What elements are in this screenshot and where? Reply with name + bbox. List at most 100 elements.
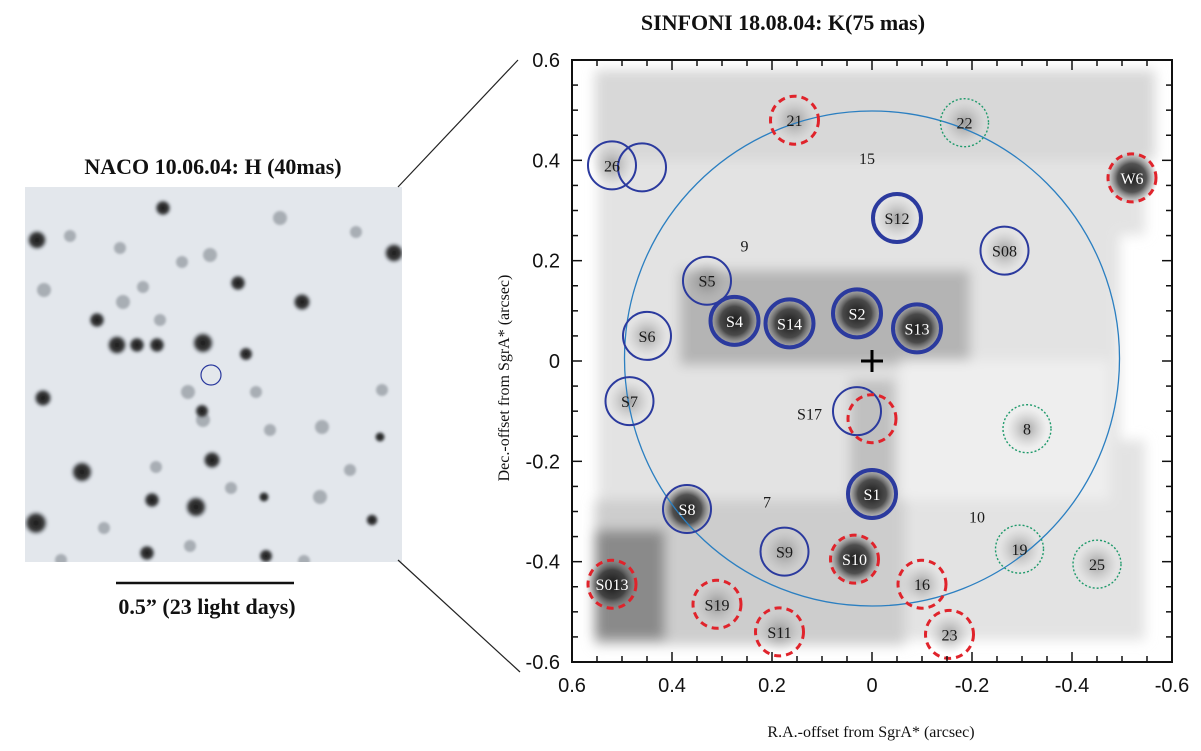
sinfoni-title: SINFONI 18.08.04: K(75 mas) xyxy=(641,10,925,35)
y-axis-label: Dec.-offset from SgrA* (arcsec) xyxy=(496,275,513,482)
source-label-s08: S08 xyxy=(992,244,1017,261)
source-blob-19 xyxy=(999,529,1040,570)
source-circle-s9 xyxy=(759,526,810,577)
source-blob-21 xyxy=(774,100,815,141)
zoom-line-bottom xyxy=(397,559,521,673)
naco-star xyxy=(154,199,172,217)
naco-star xyxy=(26,229,48,251)
source-circle-s1 xyxy=(846,467,898,520)
x-tick-label: -0.2 xyxy=(955,675,989,697)
source-circle-s10 xyxy=(829,533,880,585)
naco-faint-star xyxy=(298,555,310,562)
source-circle-16 xyxy=(896,558,948,610)
y-tick-label: -0.6 xyxy=(526,652,560,674)
source-circle-s11 xyxy=(754,606,805,658)
naco-faint-star xyxy=(114,242,126,254)
source-blob-s013 xyxy=(586,558,638,611)
source-circle-21 xyxy=(769,94,820,146)
source-circle-26-secondary xyxy=(617,142,667,193)
y-tick-label: 0 xyxy=(549,351,560,373)
naco-faint-star xyxy=(184,540,196,552)
axis-ticks: 0.6 0.4 0.2 0 -0.2 -0.4 -0.60.60.40.20-0.2-0.4… xyxy=(526,50,1190,697)
source-label-s8: S8 xyxy=(679,502,696,519)
source-label-19: 19 xyxy=(1012,542,1028,559)
source-label-26: 26 xyxy=(604,158,620,175)
naco-faint-star xyxy=(250,386,262,398)
naco-faint-star xyxy=(315,420,329,434)
naco-star xyxy=(191,331,215,355)
naco-star xyxy=(138,544,156,562)
x-tick-label: 0.4 xyxy=(658,675,686,697)
sinfoni-image: 26 S5 S6 S4 S14 S2 S13 S12 S08 S7 S8 S9 S1 S10 S013 S19… xyxy=(572,60,1172,662)
source-label-16: 16 xyxy=(914,577,930,594)
source-circle-s08 xyxy=(979,225,1030,276)
source-label-s013: S013 xyxy=(596,577,629,594)
source-circle-19 xyxy=(994,524,1045,574)
naco-star xyxy=(194,403,210,419)
sinfoni-panel: SINFONI 18.08.04: K(75 mas) 26 S5 S6 S4 S14 S… xyxy=(496,10,1189,741)
source-circle-s19 xyxy=(691,578,743,630)
source-label-23: 23 xyxy=(942,627,958,644)
x-tick-label: 0 xyxy=(866,675,877,697)
naco-faint-star xyxy=(273,211,287,225)
source-label-21: 21 xyxy=(787,113,803,130)
source-circle-s12 xyxy=(871,192,923,245)
source-blob-s5 xyxy=(687,260,727,301)
naco-star xyxy=(258,491,270,503)
source-label-8: 8 xyxy=(1023,422,1031,439)
naco-faint-star xyxy=(203,248,217,262)
naco-faint-star xyxy=(225,482,237,494)
source-circle-s8 xyxy=(662,483,712,534)
source-label-10: 10 xyxy=(969,510,985,527)
source-blob-s10 xyxy=(828,533,881,586)
source-blob-23 xyxy=(929,614,970,655)
source-circle-s13 xyxy=(891,302,943,355)
naco-faint-star xyxy=(137,281,149,293)
source-blob-s1 xyxy=(846,467,898,520)
naco-star xyxy=(128,336,146,354)
y-tick-label: -0.2 xyxy=(526,451,560,473)
naco-star xyxy=(238,346,254,362)
x-tick-label: -0.6 xyxy=(1155,675,1189,697)
source-blob-s13 xyxy=(891,302,943,355)
source-circle-23 xyxy=(924,608,975,660)
source-label-22: 22 xyxy=(957,116,973,133)
source-label-s4: S4 xyxy=(726,314,743,331)
naco-title: NACO 10.06.04: H (40mas) xyxy=(84,154,341,179)
source-label-s6: S6 xyxy=(639,329,656,346)
naco-star xyxy=(374,431,386,443)
source-circle-s2 xyxy=(831,287,883,340)
source-blob-25 xyxy=(1077,544,1117,585)
source-circle-8 xyxy=(1002,404,1052,454)
x-tick-label: 0.6 xyxy=(558,675,586,697)
source-label-s9: S9 xyxy=(776,545,793,562)
naco-faint-star xyxy=(350,226,362,238)
source-blob-w6 xyxy=(1106,151,1158,204)
source-label-25: 25 xyxy=(1089,557,1105,574)
naco-star xyxy=(184,495,208,519)
zoom-line-top xyxy=(397,59,519,188)
source-blob-s11 xyxy=(759,611,800,652)
source-blob-s2 xyxy=(831,287,883,340)
source-label-7: 7 xyxy=(763,494,771,511)
naco-star xyxy=(202,450,222,470)
x-tick-label: -0.4 xyxy=(1055,675,1089,697)
source-blob-16 xyxy=(902,564,942,605)
source-label-s19: S19 xyxy=(705,597,730,614)
source-circle-s4 xyxy=(708,294,761,347)
source-label-s13: S13 xyxy=(905,321,930,338)
y-tick-label: 0.2 xyxy=(532,251,560,273)
naco-faint-star xyxy=(116,295,130,309)
scale-bar-label: 0.5” (23 light days) xyxy=(118,594,295,619)
source-circle-22 xyxy=(939,98,990,148)
source-label-s12: S12 xyxy=(885,211,910,228)
source-circle-26 xyxy=(587,140,637,191)
naco-star xyxy=(365,513,379,527)
naco-faint-star xyxy=(55,554,67,562)
source-label-s14: S14 xyxy=(777,316,802,333)
naco-faint-star xyxy=(154,314,166,326)
naco-faint-star xyxy=(181,385,195,399)
sgrA-cross xyxy=(861,350,883,372)
source-circle-s17-red xyxy=(846,393,898,445)
